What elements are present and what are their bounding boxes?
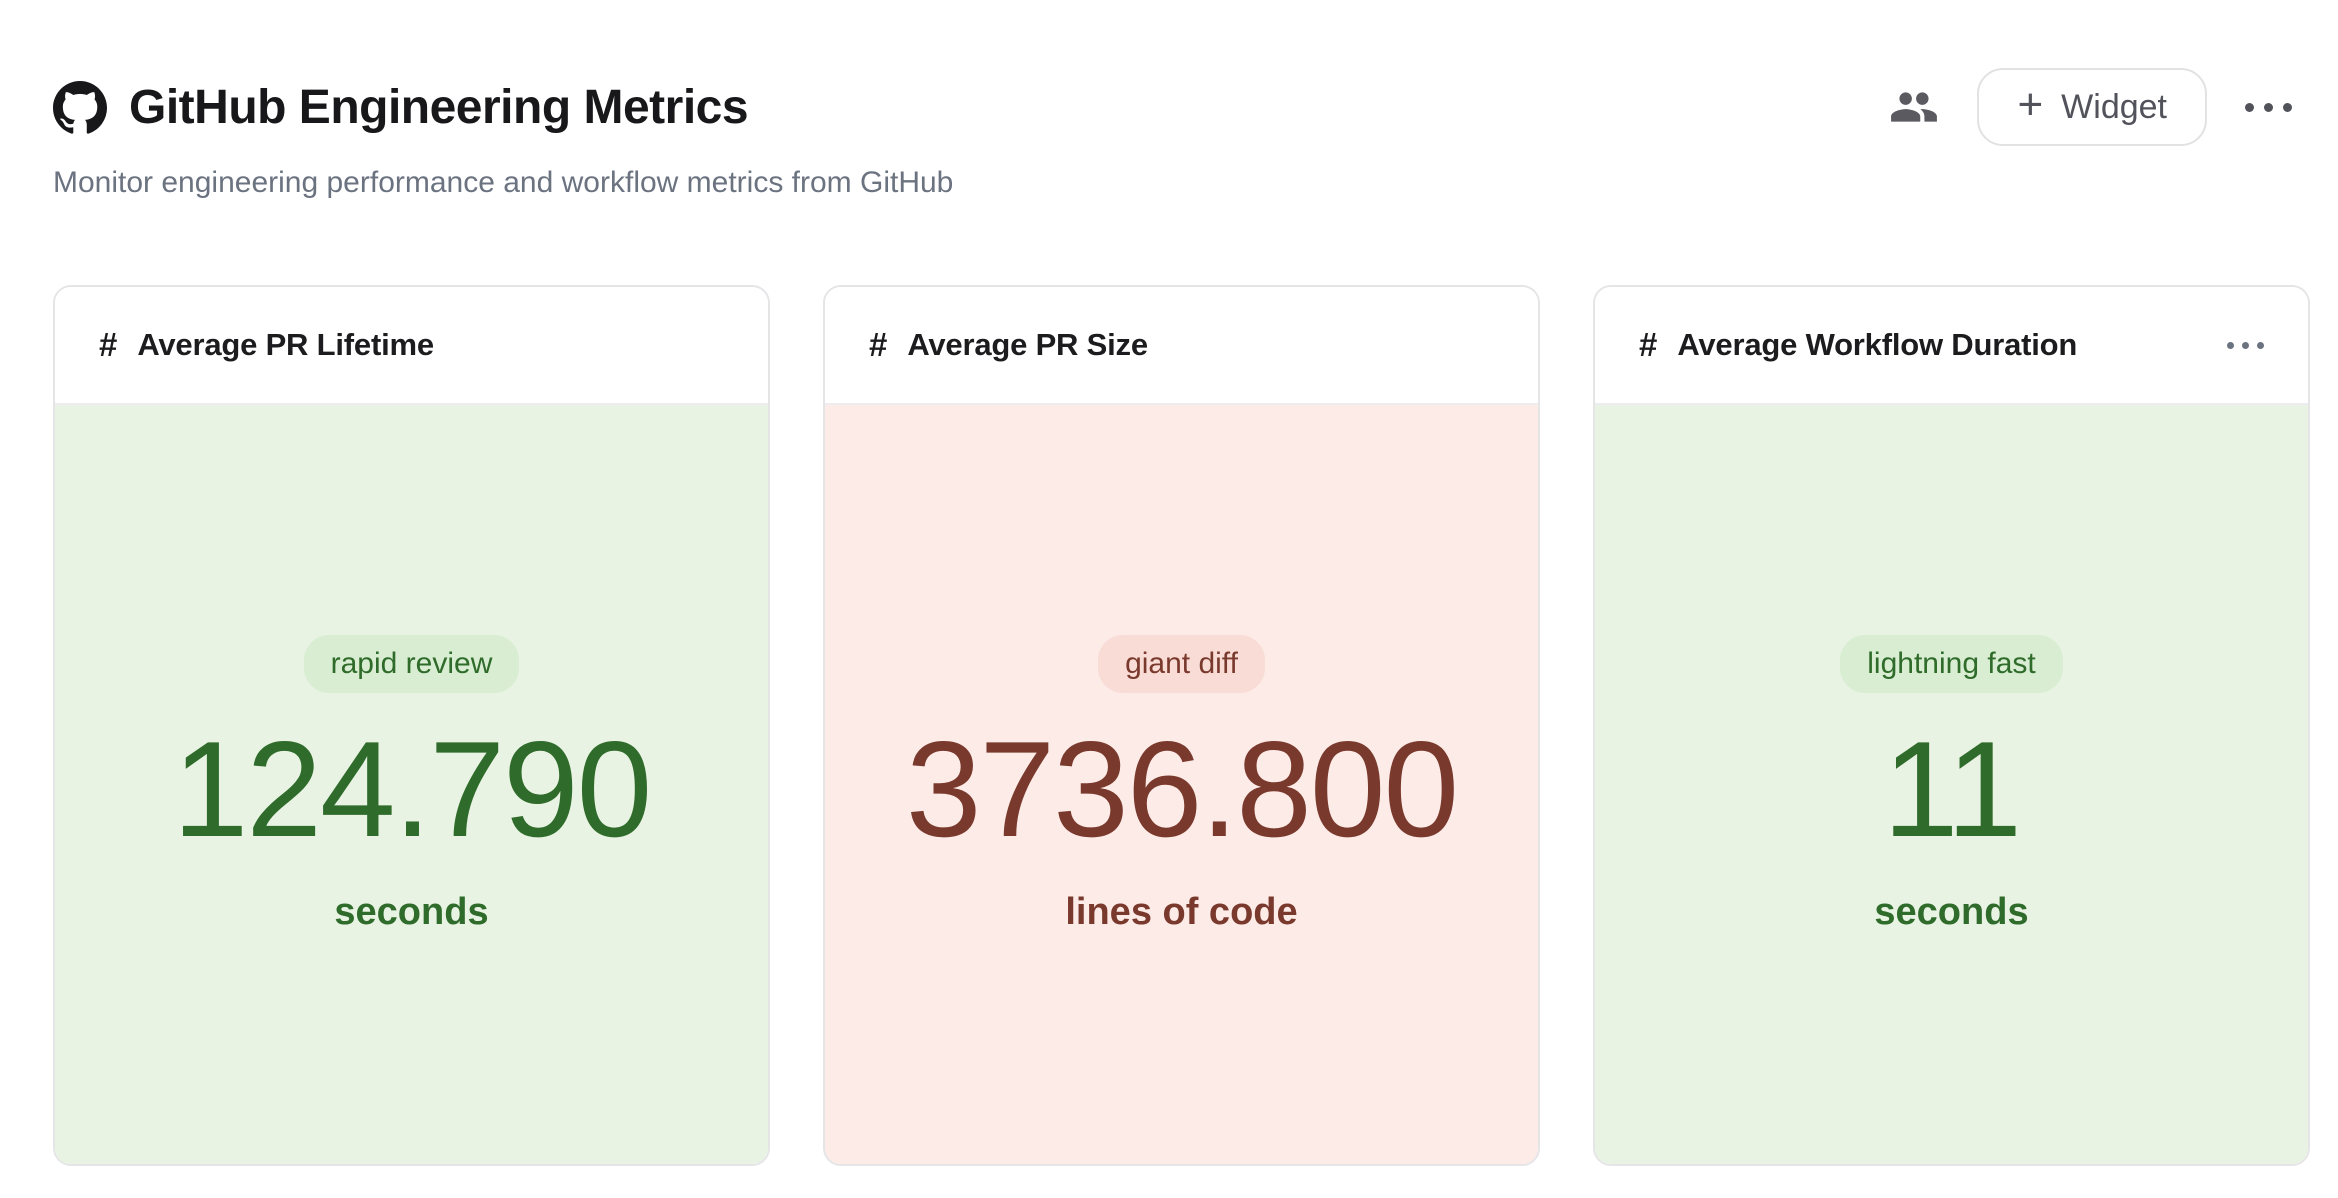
page-more-menu-button[interactable] <box>2245 102 2292 112</box>
page-subtitle: Monitor engineering performance and work… <box>53 166 954 199</box>
metric-card-title: Average PR Size <box>907 327 1148 362</box>
metric-card-title: Average Workflow Duration <box>1677 327 2078 362</box>
ellipsis-icon <box>2245 102 2254 112</box>
metric-value: 124.790 <box>172 713 653 865</box>
status-badge: lightning fast <box>1840 635 2063 693</box>
metric-card-average-workflow-duration: # Average Workflow Duration lightning fa… <box>1593 285 2310 1166</box>
add-widget-button-label: Widget <box>2061 87 2167 126</box>
github-logo-icon <box>53 80 107 135</box>
metric-value: 11 <box>1882 713 2022 865</box>
header-actions: + Widget <box>1889 68 2292 146</box>
metric-value: 3736.800 <box>905 713 1459 865</box>
hash-icon: # <box>99 326 118 363</box>
metric-unit: seconds <box>334 891 489 933</box>
metric-card-body: lightning fast 11 seconds <box>1595 405 2308 1164</box>
metric-unit: lines of code <box>1065 891 1298 933</box>
add-widget-button[interactable]: + Widget <box>1977 68 2207 146</box>
plus-icon: + <box>2017 80 2044 129</box>
metric-card-average-pr-size: # Average PR Size giant diff 3736.800 li… <box>823 285 1540 1166</box>
page-title: GitHub Engineering Metrics <box>129 81 749 134</box>
metric-card-average-pr-lifetime: # Average PR Lifetime rapid review 124.7… <box>53 285 770 1166</box>
metric-card-body: rapid review 124.790 seconds <box>55 405 768 1164</box>
title-row: GitHub Engineering Metrics <box>53 80 953 135</box>
page-header: GitHub Engineering Metrics Monitor engin… <box>0 0 2338 201</box>
hash-icon: # <box>1639 326 1658 363</box>
card-more-menu-button[interactable] <box>2227 336 2264 355</box>
ellipsis-icon <box>2227 341 2234 349</box>
header-left: GitHub Engineering Metrics Monitor engin… <box>53 0 953 201</box>
metric-card-header: # Average Workflow Duration <box>1595 287 2308 405</box>
status-badge: giant diff <box>1098 635 1265 693</box>
metric-card-header: # Average PR Size <box>825 287 1538 405</box>
metric-card-title: Average PR Lifetime <box>137 327 434 362</box>
collaborators-button[interactable] <box>1889 82 1939 132</box>
metric-unit: seconds <box>1874 891 2029 933</box>
hash-icon: # <box>869 326 888 363</box>
dashboard-page: GitHub Engineering Metrics Monitor engin… <box>0 0 2338 1166</box>
metric-card-header: # Average PR Lifetime <box>55 287 768 405</box>
status-badge: rapid review <box>303 635 520 693</box>
people-icon <box>1889 82 1939 132</box>
metrics-row: # Average PR Lifetime rapid review 124.7… <box>0 285 2338 1166</box>
metric-card-body: giant diff 3736.800 lines of code <box>825 405 1538 1164</box>
